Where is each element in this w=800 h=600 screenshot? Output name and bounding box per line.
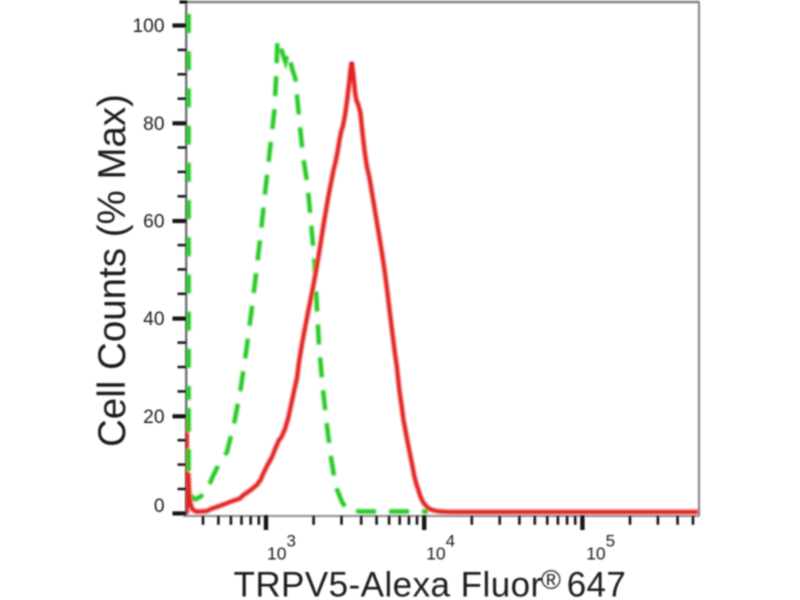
svg-text:0: 0 <box>154 496 165 517</box>
svg-text:104: 104 <box>426 532 455 564</box>
svg-text:®: ® <box>541 565 561 595</box>
svg-text:60: 60 <box>143 212 164 233</box>
svg-text:105: 105 <box>586 532 615 564</box>
svg-text:TRPV5-Alexa Fluor: TRPV5-Alexa Fluor <box>234 566 543 600</box>
svg-text:Cell Counts (% Max): Cell Counts (% Max) <box>91 94 134 447</box>
svg-text:103: 103 <box>267 532 296 564</box>
svg-text:80: 80 <box>143 114 164 135</box>
svg-text:100: 100 <box>132 16 164 37</box>
svg-text:647: 647 <box>567 566 626 600</box>
svg-text:20: 20 <box>143 407 164 428</box>
svg-text:40: 40 <box>143 309 164 330</box>
